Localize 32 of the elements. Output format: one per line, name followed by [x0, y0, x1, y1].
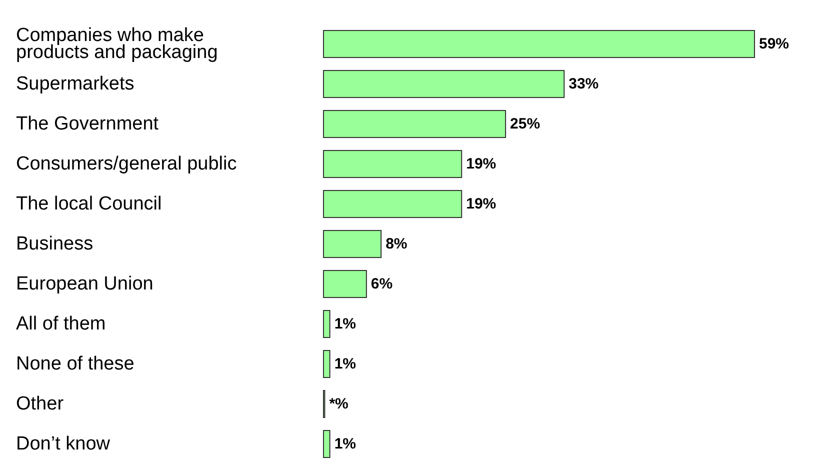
data-label: 19% — [466, 196, 496, 212]
data-label: *% — [329, 396, 348, 412]
y-tick-label: Business — [16, 234, 94, 254]
data-label: 6% — [370, 276, 393, 292]
y-tick-label: The local Council — [16, 194, 162, 214]
bar — [323, 430, 330, 458]
data-label: 19% — [466, 156, 496, 172]
bar — [323, 310, 330, 338]
y-tick-label: Consumers/general public — [16, 154, 237, 174]
data-label: 59% — [759, 36, 790, 52]
data-label: 1% — [334, 356, 356, 372]
y-tick-label: None of these — [16, 354, 134, 374]
data-label: 1% — [334, 436, 356, 452]
y-tick-label: Other — [16, 394, 64, 414]
y-tick-label: Supermarkets — [16, 74, 134, 94]
y-tick-label: All of them — [16, 314, 106, 334]
data-label: 8% — [386, 236, 408, 252]
bar — [323, 270, 367, 298]
bar — [323, 230, 382, 258]
data-label: 33% — [568, 76, 599, 92]
data-label: 25% — [510, 116, 540, 132]
bar — [323, 30, 755, 58]
bar — [323, 150, 462, 178]
data-label: 1% — [334, 316, 356, 332]
bar — [323, 350, 330, 378]
bar — [323, 190, 462, 218]
y-tick-label: The Government — [16, 114, 160, 134]
y-tick-label: Companies who make products and packaging — [16, 25, 218, 63]
y-tick-label: Don’t know — [16, 434, 110, 454]
bar — [323, 70, 565, 98]
bar — [323, 110, 506, 138]
y-tick-label: European Union — [16, 274, 154, 294]
